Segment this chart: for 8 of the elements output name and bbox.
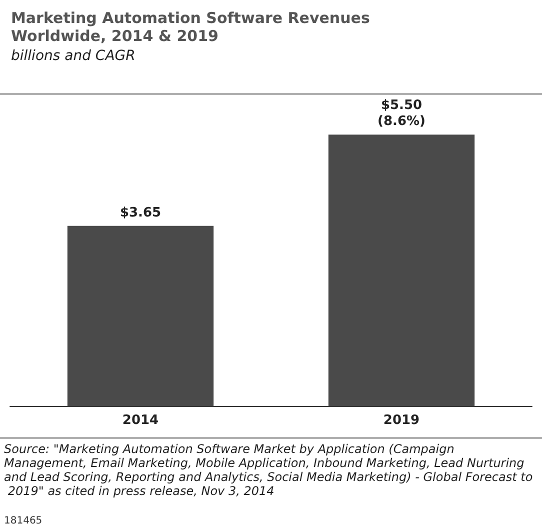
chart-title: Marketing Automation Software Revenues Worldwide, 2014 & 2019 <box>11 9 370 45</box>
x-tick-label: 2014 <box>122 413 159 428</box>
data-label: $3.65 <box>120 205 162 220</box>
source-note: Source: "Marketing Automation Software Market by Application (Campaign Management, Email Marketing, Mobile Application, Inbound Marketing, Lead Nurturing and Lead Scoring, Reporting and Analytics, Social Media Marketing) - Global Forecast to 2019" as cited in press release, Nov 3, 2014 <box>4 442 533 498</box>
chart-subtitle: billions and CAGR <box>11 48 136 64</box>
data-label: $5.50 (8.6%) <box>378 98 426 130</box>
text: 181465 <box>4 516 42 526</box>
x-tick-label: 2019 <box>383 413 420 428</box>
